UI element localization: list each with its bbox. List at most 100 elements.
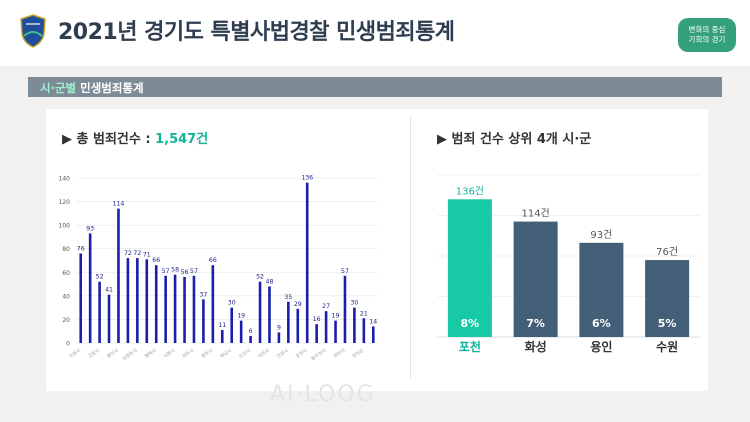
data-label: 57 — [341, 268, 349, 275]
data-label: 19 — [332, 313, 340, 320]
logo-line1: 변화의 중심 — [688, 25, 726, 34]
data-label: 56 — [181, 269, 189, 276]
category-label: 포천 — [459, 339, 481, 354]
data-label: 93 — [86, 225, 94, 232]
data-label: 14 — [369, 319, 377, 326]
category-label: 화성 — [525, 339, 547, 354]
bar — [220, 330, 224, 343]
data-label: 114 — [113, 201, 125, 208]
section-label-accent: 시·군별 — [40, 81, 77, 95]
bar — [645, 260, 690, 337]
value-label: 136건 — [456, 185, 484, 197]
page-title: 2021년 경기도 특별사법경찰 민생범죄통계 — [58, 20, 455, 45]
gyeonggi-logo: 변화의 중심 기회의 경기 — [678, 18, 736, 52]
value-label: 93건 — [590, 229, 612, 241]
data-label: 30 — [228, 300, 236, 307]
data-label: 30 — [350, 300, 358, 307]
bar — [79, 253, 83, 343]
bar — [173, 274, 177, 343]
bar — [202, 299, 205, 343]
bar — [183, 277, 186, 343]
y-tick-label: 60 — [62, 270, 70, 277]
data-label: 37 — [199, 291, 207, 298]
data-label: 66 — [209, 257, 217, 264]
bar — [371, 326, 375, 343]
bar — [268, 286, 271, 343]
section-label: 시·군별 민생범죄통계 — [40, 80, 144, 96]
police-emblem-icon — [20, 14, 46, 48]
data-label: 19 — [237, 313, 245, 320]
bar — [192, 275, 196, 343]
data-label: 66 — [152, 257, 160, 264]
bar — [88, 233, 92, 343]
y-tick-label: 80 — [62, 246, 70, 253]
bar — [154, 265, 158, 343]
y-tick-label: 0 — [66, 341, 70, 348]
y-tick-label: 100 — [59, 223, 71, 230]
bar — [296, 308, 300, 343]
watermark: AI·LOOG — [270, 382, 376, 407]
percent-label: 6% — [592, 317, 611, 330]
bar — [164, 275, 167, 343]
bar — [277, 332, 281, 343]
data-label: 58 — [171, 267, 179, 274]
bar — [107, 294, 111, 343]
bar — [126, 258, 130, 343]
data-label: 57 — [190, 268, 198, 275]
bar — [324, 311, 328, 343]
data-label: 48 — [266, 278, 274, 285]
section-label-rest: 민생범죄통계 — [76, 81, 144, 95]
value-label: 114건 — [521, 208, 549, 220]
bar — [315, 324, 318, 343]
data-label: 76 — [77, 245, 85, 252]
data-label: 136 — [301, 175, 313, 182]
data-label: 52 — [256, 274, 264, 281]
y-tick-label: 20 — [62, 317, 70, 324]
percent-label: 8% — [461, 317, 480, 330]
bar — [239, 320, 243, 343]
bar — [211, 265, 215, 343]
data-label: 27 — [322, 303, 330, 310]
bar — [249, 335, 252, 343]
section-bar: 시·군별 민생범죄통계 — [28, 77, 722, 97]
data-label: 71 — [143, 251, 151, 258]
total-crimes-prefix: ▶ 총 범죄건수 : — [62, 132, 156, 147]
y-tick-label: 40 — [62, 293, 70, 300]
data-label: 16 — [313, 316, 321, 323]
bar — [230, 307, 234, 343]
bar — [145, 259, 149, 343]
category-label: 용인 — [590, 339, 612, 354]
value-label: 76건 — [656, 246, 678, 258]
y-tick-label: 140 — [59, 176, 71, 183]
bar — [98, 281, 101, 343]
bar — [579, 242, 624, 337]
data-label: 52 — [96, 274, 104, 281]
data-label: 6 — [249, 328, 253, 335]
bar — [258, 281, 262, 343]
bar — [513, 221, 558, 337]
data-label: 57 — [162, 268, 170, 275]
y-tick-label: 120 — [59, 199, 71, 206]
data-label: 35 — [284, 294, 292, 301]
logo-line2: 기회의 경기 — [688, 35, 726, 44]
percent-label: 5% — [658, 317, 677, 330]
total-crimes-title: ▶ 총 범죄건수 : 1,547건 — [62, 128, 208, 147]
bar — [287, 301, 290, 343]
bar — [305, 182, 309, 343]
header: 2021년 경기도 특별사법경찰 민생범죄통계 변화의 중심 기회의 경기 — [0, 0, 750, 66]
data-label: 41 — [105, 287, 113, 294]
data-label: 21 — [360, 310, 368, 317]
bar — [353, 307, 356, 343]
total-crimes-value: 1,547건 — [155, 132, 209, 147]
data-label: 11 — [218, 322, 226, 329]
panel-divider — [410, 116, 411, 378]
data-label: 72 — [133, 250, 141, 257]
bar — [136, 258, 139, 343]
data-label: 72 — [124, 250, 132, 257]
category-label: 수원 — [656, 340, 678, 354]
bar — [447, 199, 492, 337]
bar — [334, 320, 337, 343]
top4-title: ▶ 범죄 건수 상위 4개 시·군 — [437, 132, 592, 147]
